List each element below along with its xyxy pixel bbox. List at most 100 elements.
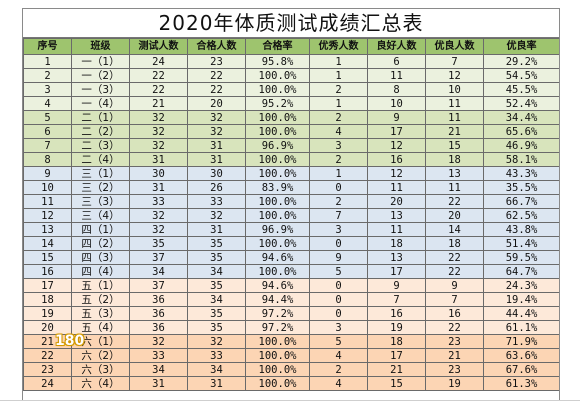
table-cell[interactable]: 100.0% — [245, 166, 310, 181]
table-cell[interactable]: 20 — [367, 194, 426, 209]
table-cell[interactable]: 一（4） — [71, 96, 130, 111]
table-cell[interactable]: 64.7% — [483, 264, 559, 279]
table-cell[interactable]: 24 — [129, 54, 188, 69]
table-cell[interactable]: 17 — [367, 124, 426, 139]
table-cell[interactable]: 17 — [367, 348, 426, 363]
table-cell[interactable]: 9 — [309, 250, 368, 265]
header-cell[interactable]: 班级 — [71, 38, 130, 55]
table-cell[interactable]: 1 — [309, 68, 368, 83]
table-cell[interactable]: 31 — [129, 152, 188, 167]
table-cell[interactable]: 61.3% — [483, 376, 559, 391]
table-cell[interactable]: 31 — [129, 180, 188, 195]
table-cell[interactable]: 9 — [367, 278, 426, 293]
table-cell[interactable]: 33 — [129, 194, 188, 209]
table-cell[interactable]: 54.5% — [483, 68, 559, 83]
table-cell[interactable]: 一（1） — [71, 54, 130, 69]
table-cell[interactable]: 22 — [129, 68, 188, 83]
table-cell[interactable]: 97.2% — [245, 306, 310, 321]
table-cell[interactable]: 30 — [187, 166, 246, 181]
table-cell[interactable]: 16 — [23, 264, 72, 279]
table-cell[interactable]: 15 — [23, 250, 72, 265]
table-cell[interactable]: 18 — [367, 236, 426, 251]
table-cell[interactable]: 34 — [187, 264, 246, 279]
header-cell[interactable]: 合格率 — [245, 38, 310, 55]
table-cell[interactable]: 22 — [425, 320, 484, 335]
table-cell[interactable]: 32 — [129, 110, 188, 125]
table-cell[interactable]: 100.0% — [245, 194, 310, 209]
table-cell[interactable]: 22 — [187, 82, 246, 97]
table-cell[interactable]: 13 — [23, 222, 72, 237]
table-cell[interactable]: 37 — [129, 278, 188, 293]
table-cell[interactable]: 7 — [23, 138, 72, 153]
table-cell[interactable]: 11 — [425, 110, 484, 125]
table-cell[interactable]: 100.0% — [245, 376, 310, 391]
table-cell[interactable]: 10 — [367, 96, 426, 111]
table-cell[interactable]: 32 — [187, 110, 246, 125]
table-cell[interactable]: 9 — [23, 166, 72, 181]
table-cell[interactable]: 1 — [23, 54, 72, 69]
table-cell[interactable]: 34 — [129, 362, 188, 377]
table-cell[interactable]: 12 — [367, 166, 426, 181]
table-cell[interactable]: 19.4% — [483, 292, 559, 307]
table-cell[interactable]: 8 — [23, 152, 72, 167]
table-cell[interactable]: 23 — [187, 54, 246, 69]
table-cell[interactable]: 36 — [129, 292, 188, 307]
table-cell[interactable]: 22 — [23, 348, 72, 363]
header-cell[interactable]: 良好人数 — [367, 38, 426, 55]
table-cell[interactable]: 四（2） — [71, 236, 130, 251]
table-cell[interactable]: 67.6% — [483, 362, 559, 377]
table-cell[interactable]: 52.4% — [483, 96, 559, 111]
table-cell[interactable]: 100.0% — [245, 236, 310, 251]
table-cell[interactable]: 三（4） — [71, 208, 130, 223]
table-cell[interactable]: 8 — [367, 82, 426, 97]
table-cell[interactable]: 59.5% — [483, 250, 559, 265]
table-cell[interactable]: 5 — [309, 334, 368, 349]
table-cell[interactable]: 83.9% — [245, 180, 310, 195]
table-cell[interactable]: 31 — [129, 376, 188, 391]
table-cell[interactable]: 2 — [309, 110, 368, 125]
table-cell[interactable]: 11 — [23, 194, 72, 209]
table-cell[interactable]: 20 — [187, 96, 246, 111]
table-cell[interactable]: 21 — [23, 334, 72, 349]
table-cell[interactable]: 46.9% — [483, 138, 559, 153]
table-cell[interactable]: 51.4% — [483, 236, 559, 251]
table-cell[interactable]: 32 — [129, 208, 188, 223]
table-cell[interactable]: 34 — [129, 264, 188, 279]
table-cell[interactable]: 100.0% — [245, 334, 310, 349]
table-cell[interactable]: 35.5% — [483, 180, 559, 195]
table-cell[interactable]: 7 — [309, 208, 368, 223]
table-cell[interactable]: 62.5% — [483, 208, 559, 223]
table-cell[interactable]: 7 — [367, 292, 426, 307]
table-cell[interactable]: 2 — [23, 68, 72, 83]
table-cell[interactable]: 26 — [187, 180, 246, 195]
table-cell[interactable]: 六（4） — [71, 376, 130, 391]
table-cell[interactable]: 19 — [23, 306, 72, 321]
table-cell[interactable]: 13 — [367, 208, 426, 223]
table-cell[interactable]: 18 — [425, 236, 484, 251]
table-cell[interactable]: 13 — [425, 166, 484, 181]
table-cell[interactable]: 0 — [309, 278, 368, 293]
table-cell[interactable]: 17 — [23, 278, 72, 293]
table-cell[interactable]: 14 — [425, 222, 484, 237]
table-cell[interactable]: 36 — [129, 306, 188, 321]
table-cell[interactable]: 12 — [23, 208, 72, 223]
table-cell[interactable]: 1 — [309, 54, 368, 69]
table-cell[interactable]: 43.8% — [483, 222, 559, 237]
table-cell[interactable]: 三（1） — [71, 166, 130, 181]
table-cell[interactable]: 23 — [425, 334, 484, 349]
table-cell[interactable]: 2 — [309, 152, 368, 167]
table-cell[interactable]: 96.9% — [245, 222, 310, 237]
table-cell[interactable]: 4 — [23, 96, 72, 111]
table-cell[interactable]: 22 — [187, 68, 246, 83]
table-cell[interactable]: 32 — [187, 334, 246, 349]
table-cell[interactable]: 2 — [309, 82, 368, 97]
table-cell[interactable]: 1 — [309, 96, 368, 111]
table-cell[interactable]: 21 — [425, 124, 484, 139]
table-cell[interactable]: 100.0% — [245, 348, 310, 363]
table-cell[interactable]: 7 — [425, 54, 484, 69]
table-cell[interactable]: 34 — [187, 362, 246, 377]
table-cell[interactable]: 0 — [309, 180, 368, 195]
table-cell[interactable]: 58.1% — [483, 152, 559, 167]
header-cell[interactable]: 测试人数 — [129, 38, 188, 55]
table-cell[interactable]: 15 — [367, 376, 426, 391]
